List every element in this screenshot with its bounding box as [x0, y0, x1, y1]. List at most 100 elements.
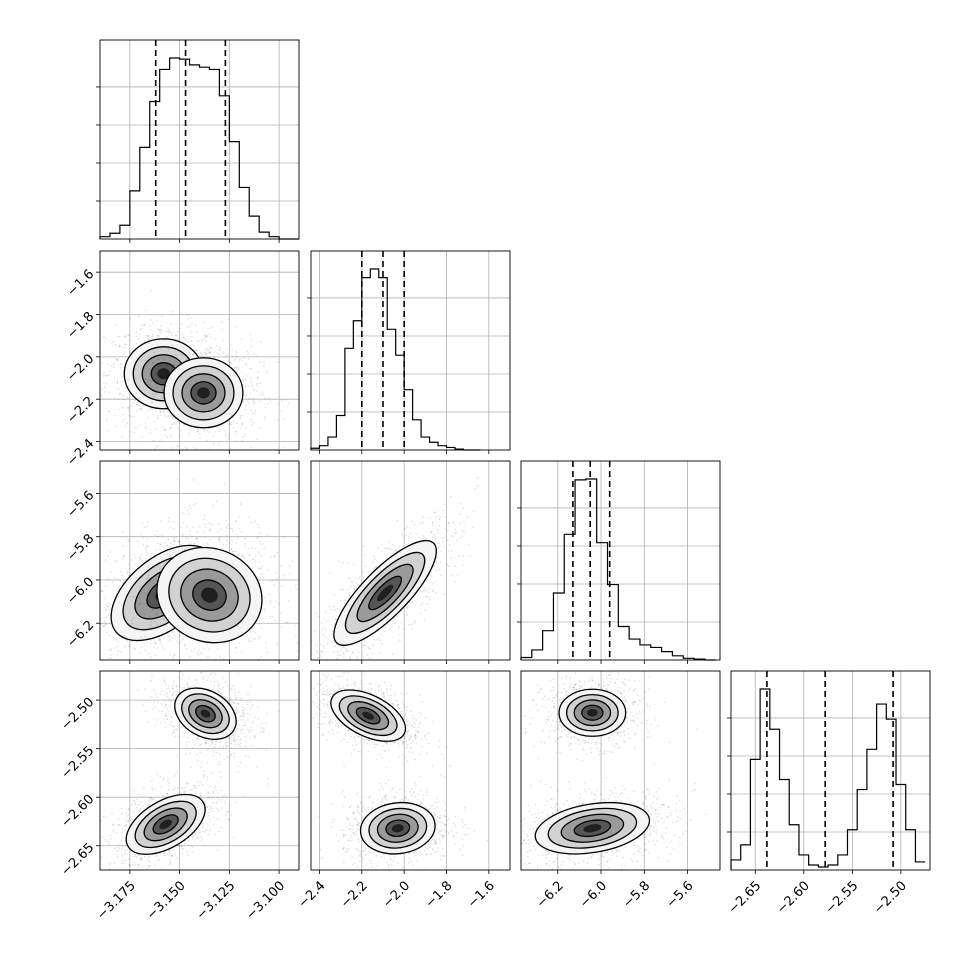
sample-point [189, 504, 191, 507]
sample-point [188, 452, 190, 454]
sample-point [245, 375, 248, 377]
sample-point [336, 608, 339, 610]
sample-point [157, 328, 159, 330]
sample-point [110, 665, 112, 667]
sample-point [165, 408, 167, 411]
sample-point [435, 561, 438, 563]
sample-point [169, 855, 171, 857]
sample-point [351, 652, 354, 654]
scatter-panel-2-0 [96, 460, 300, 667]
sample-point [257, 371, 260, 373]
sample-point [224, 434, 227, 437]
sample-point [117, 336, 119, 338]
scatter-panel-3-0 [96, 670, 300, 874]
sample-point [250, 418, 253, 421]
sample-point [107, 657, 110, 659]
sample-point [88, 345, 90, 347]
sample-point [273, 554, 276, 557]
sample-point [183, 544, 186, 547]
sample-point [139, 602, 141, 605]
sample-point [264, 407, 267, 409]
sample-point [250, 377, 252, 379]
sample-point [210, 524, 213, 526]
sample-point [134, 665, 136, 667]
sample-point [138, 596, 141, 598]
sample-point [218, 539, 221, 541]
sample-point [209, 336, 212, 339]
panel-frame [310, 460, 511, 661]
sample-point [419, 590, 422, 592]
sample-point [398, 545, 401, 548]
sample-point [402, 535, 405, 537]
sample-point [319, 653, 321, 656]
sample-point [117, 345, 120, 348]
sample-point [152, 366, 154, 369]
sample-point [144, 649, 147, 652]
sample-point [178, 435, 181, 438]
sample-point [148, 652, 150, 655]
sample-point [231, 349, 233, 352]
sample-point [206, 334, 208, 337]
sample-point [276, 551, 278, 554]
sample-point [204, 523, 206, 525]
sample-point [448, 525, 451, 528]
density-layer [311, 476, 479, 660]
sample-point [172, 417, 174, 419]
sample-point [159, 410, 162, 413]
sample-point [169, 639, 171, 641]
sample-point [119, 345, 121, 347]
sample-point [157, 416, 159, 418]
sample-point [139, 636, 142, 639]
sample-point [394, 548, 397, 551]
sample-point [177, 338, 179, 340]
sample-point [173, 654, 176, 656]
sample-point [380, 633, 382, 636]
sample-point [157, 607, 159, 610]
sample-point [356, 578, 359, 580]
sample-point [326, 643, 329, 645]
sample-point [166, 436, 169, 439]
sample-point [173, 540, 176, 542]
sample-point [142, 543, 145, 546]
sample-point [141, 323, 144, 326]
sample-point [161, 426, 164, 428]
sample-point [252, 421, 255, 424]
sample-point [120, 650, 122, 653]
sample-point [186, 354, 188, 357]
sample-point [186, 546, 188, 548]
sample-point [152, 369, 154, 371]
sample-point [133, 853, 136, 856]
sample-point [137, 337, 139, 340]
sample-point [241, 651, 243, 654]
sample-point [188, 313, 191, 316]
sample-point [435, 516, 437, 518]
sample-point [155, 788, 157, 790]
sample-point [132, 345, 135, 348]
sample-point [130, 559, 133, 561]
sample-point [259, 531, 262, 534]
sample-point [116, 382, 119, 384]
sample-point [146, 642, 149, 644]
sample-point [193, 542, 196, 545]
sample-point [186, 851, 188, 853]
sample-point [159, 410, 161, 413]
sample-point [476, 484, 479, 487]
sample-point [437, 532, 440, 535]
sample-point [97, 633, 99, 635]
sample-point [211, 807, 213, 809]
sample-point [357, 651, 360, 653]
sample-point [256, 385, 259, 388]
sample-point [169, 555, 171, 558]
sample-point [225, 534, 228, 536]
sample-point [196, 430, 199, 433]
sample-point [127, 538, 129, 541]
sample-point [335, 644, 338, 646]
sample-point [114, 560, 116, 562]
sample-point [159, 400, 162, 402]
sample-point [183, 506, 185, 509]
sample-point [422, 535, 425, 537]
sample-point [113, 577, 116, 579]
sample-point [389, 548, 392, 550]
sample-point [188, 533, 191, 536]
